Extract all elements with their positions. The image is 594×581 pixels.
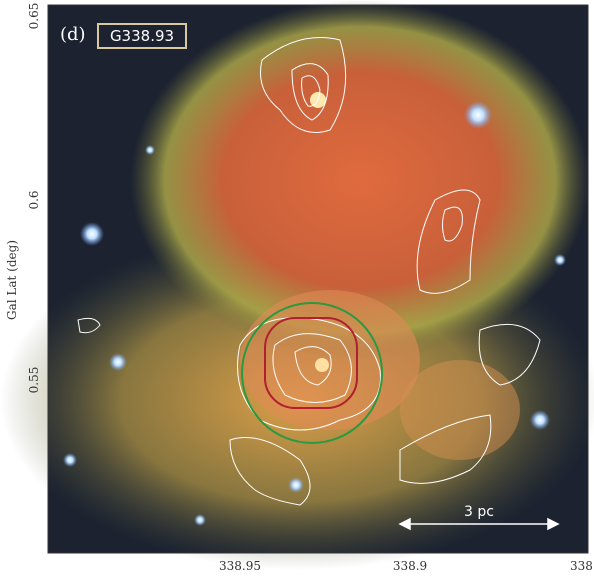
panel-label: (d) bbox=[60, 24, 86, 45]
name-box bbox=[97, 23, 187, 49]
y-tick-label: 0.6 bbox=[27, 190, 41, 209]
y-tick-label: 0.65 bbox=[27, 3, 41, 30]
x-tick-label: 338.95 bbox=[219, 559, 261, 573]
scale-bar bbox=[398, 517, 560, 531]
scale-label: 3 pc bbox=[464, 504, 494, 520]
y-axis-label: Gal Lat (deg) bbox=[5, 240, 19, 320]
red-contour bbox=[264, 317, 358, 409]
source-name: G338.93 bbox=[110, 27, 174, 45]
x-tick-label: 338. bbox=[570, 559, 594, 573]
green-contour bbox=[241, 302, 383, 444]
frame bbox=[47, 4, 589, 554]
x-tick-label: 338.9 bbox=[393, 559, 427, 573]
y-tick-label: 0.55 bbox=[27, 367, 41, 394]
